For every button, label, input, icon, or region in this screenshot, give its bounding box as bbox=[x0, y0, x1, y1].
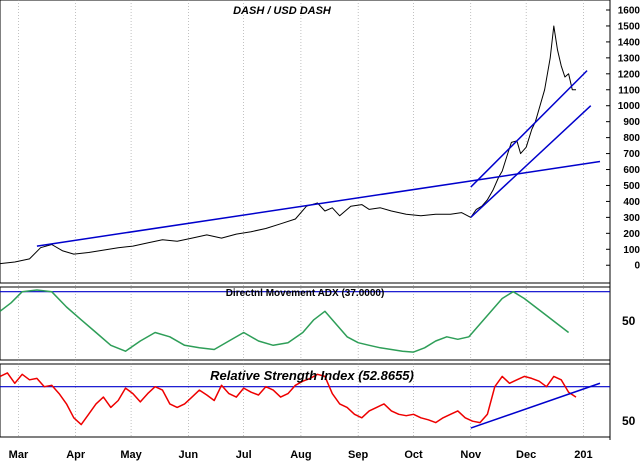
price-tick-label-1500: 1500 bbox=[618, 21, 641, 32]
price-trendline-3 bbox=[470, 70, 588, 188]
adx-line bbox=[0, 289, 570, 353]
price-axis-ticks: 0 100 200 300 400 500 600 700 800 900 1000 1100 1200… bbox=[606, 6, 640, 272]
price-line bbox=[0, 25, 576, 265]
month-label-may: May bbox=[120, 449, 142, 461]
month-axis-labels: Mar Apr May Jun Jul Aug Sep Oct Nov Dec 201 bbox=[9, 449, 593, 461]
price-tick-label-200: 200 bbox=[623, 229, 640, 240]
month-label-jun: Jun bbox=[179, 449, 199, 461]
vertical-gridlines bbox=[18, 0, 584, 437]
price-tick-label-900: 900 bbox=[623, 117, 640, 128]
price-tick-label-400: 400 bbox=[623, 197, 640, 208]
month-label-dec: Dec bbox=[516, 449, 536, 461]
month-label-201: 201 bbox=[574, 449, 592, 461]
month-label-nov: Nov bbox=[460, 449, 482, 461]
adx-chart-title: Directnl Movement ADX (37.0000) bbox=[226, 288, 385, 299]
price-tick-label-1400: 1400 bbox=[618, 37, 641, 48]
month-label-apr: Apr bbox=[66, 449, 86, 461]
rsi-line bbox=[0, 372, 577, 426]
price-tick-label-1200: 1200 bbox=[618, 69, 641, 80]
adx-axis-tick-50: 50 bbox=[622, 314, 636, 328]
price-tick-label-800: 800 bbox=[623, 133, 640, 144]
price-tick-label-1600: 1600 bbox=[618, 6, 641, 17]
price-trendlines bbox=[36, 70, 601, 247]
month-label-mar: Mar bbox=[9, 449, 29, 461]
price-chart-title: DASH / USD DASH bbox=[233, 5, 332, 17]
price-panel-frame bbox=[0, 0, 611, 284]
price-tick-label-1300: 1300 bbox=[618, 53, 641, 64]
month-label-sep: Sep bbox=[348, 449, 368, 461]
price-trendline-2 bbox=[470, 105, 592, 218]
rsi-trendline-1 bbox=[470, 382, 601, 429]
price-tick-label-0: 0 bbox=[634, 261, 640, 272]
price-tick-label-300: 300 bbox=[623, 213, 640, 224]
price-tick-label-1000: 1000 bbox=[618, 101, 641, 112]
rsi-axis-tick-50: 50 bbox=[622, 414, 636, 428]
month-label-aug: Aug bbox=[290, 449, 311, 461]
price-trendline-1 bbox=[36, 160, 601, 247]
price-tick-label-700: 700 bbox=[623, 149, 640, 160]
month-label-jul: Jul bbox=[236, 449, 252, 461]
price-tick-label-100: 100 bbox=[623, 245, 640, 256]
rsi-chart-title: Relative Strength Index (52.8655) bbox=[210, 368, 414, 383]
price-tick-label-1100: 1100 bbox=[618, 85, 640, 96]
rsi-series bbox=[0, 372, 610, 429]
month-label-oct: Oct bbox=[404, 449, 423, 461]
adx-series bbox=[0, 289, 610, 353]
price-series bbox=[0, 25, 576, 265]
price-tick-label-500: 500 bbox=[623, 181, 640, 192]
price-tick-label-600: 600 bbox=[623, 165, 640, 176]
